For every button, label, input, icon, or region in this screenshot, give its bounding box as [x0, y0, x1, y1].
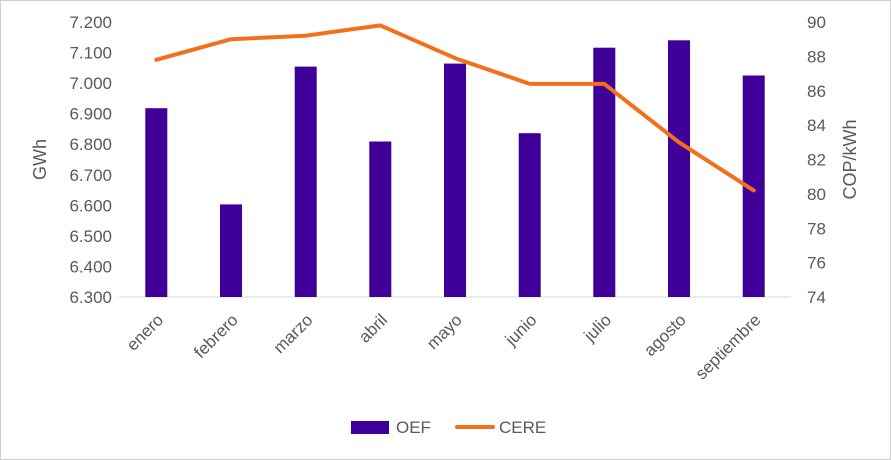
legend-oef-swatch — [351, 421, 389, 434]
x-tick-label-agosto: agosto — [640, 310, 690, 360]
y-axis-ticks: 7.200 7.100 7.000 6.900 6.800 6.700 6.600 6.500… — [69, 13, 112, 307]
y-tick-label: 6.700 — [69, 166, 112, 185]
y-tick-label: 6.900 — [69, 105, 112, 124]
legend-oef-label: OEF — [396, 418, 431, 437]
y2-tick-label: 86 — [807, 82, 826, 101]
bar-oef-abril — [369, 141, 392, 297]
x-tick-label-septiembre: septiembre — [692, 310, 765, 383]
y2-tick-label: 78 — [807, 219, 826, 238]
bar-oef-junio — [518, 133, 541, 297]
y-axis-title: GWh — [30, 139, 50, 180]
legend: OEF CERE — [351, 418, 546, 437]
bar-oef-febrero — [220, 204, 242, 297]
legend-cere-label: CERE — [499, 418, 546, 437]
y-tick-label: 7.100 — [69, 44, 112, 63]
y2-tick-label: 80 — [807, 185, 826, 204]
y-tick-label: 7.000 — [69, 74, 112, 93]
y2-tick-label: 82 — [807, 151, 826, 170]
y2-tick-label: 88 — [807, 47, 826, 66]
bar-oef-mayo — [444, 63, 466, 297]
x-tick-label-marzo: marzo — [270, 310, 317, 357]
cere-line-series — [154, 23, 756, 193]
y2-tick-label: 76 — [807, 254, 826, 273]
y-tick-label: 6.400 — [69, 257, 112, 276]
x-tick-label-junio: junio — [501, 310, 541, 350]
bar-oef-agosto — [668, 40, 690, 298]
bar-series — [145, 40, 765, 298]
y2-tick-label: 90 — [807, 13, 826, 32]
bar-oef-septiembre — [742, 75, 765, 297]
y-tick-label: 6.300 — [69, 288, 112, 307]
bar-oef-enero — [145, 108, 168, 297]
y-tick-label: 6.600 — [69, 196, 112, 215]
y-tick-label: 6.500 — [69, 227, 112, 246]
y2-tick-label: 74 — [807, 288, 826, 307]
x-tick-label-mayo: mayo — [423, 310, 466, 353]
y-tick-label: 6.800 — [69, 135, 112, 154]
x-tick-label-julio: julio — [580, 310, 616, 346]
x-tick-label-abril: abril — [355, 310, 391, 346]
bar-oef-marzo — [294, 66, 317, 297]
y2-axis-title: COP/kWh — [840, 119, 860, 199]
y-tick-label: 7.200 — [69, 13, 112, 32]
y2-tick-label: 84 — [807, 116, 826, 135]
x-axis-ticks: enero febrero marzo abril mayo junio julio agos… — [123, 310, 765, 383]
x-tick-label-febrero: febrero — [190, 310, 242, 362]
y2-axis-ticks: 90 88 86 84 82 80 78 76 74 — [807, 13, 826, 307]
x-tick-label-enero: enero — [123, 310, 167, 354]
bar-oef-julio — [593, 47, 616, 298]
